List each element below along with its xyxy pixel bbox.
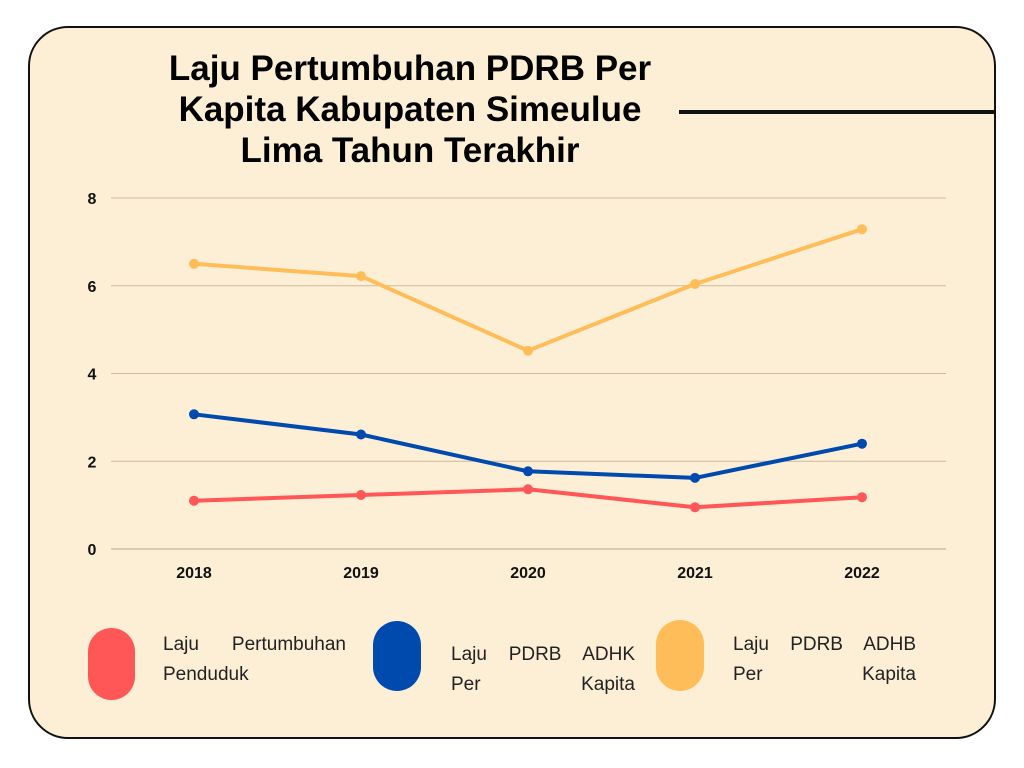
x-tick-label: 2021 bbox=[677, 565, 713, 582]
chart-title-line-2: Kapita Kabupaten Simeulue bbox=[178, 90, 642, 129]
data-point bbox=[690, 502, 700, 513]
y-tick-label: 0 bbox=[88, 542, 97, 559]
chart-card bbox=[28, 26, 996, 739]
data-point bbox=[523, 345, 533, 356]
data-point bbox=[523, 466, 533, 477]
legend-swatch-adhk bbox=[373, 621, 421, 691]
data-point bbox=[189, 258, 199, 269]
chart-title-line-3: Lima Tahun Terakhir bbox=[240, 131, 580, 170]
legend-swatch-penduduk bbox=[88, 628, 135, 700]
data-point bbox=[189, 409, 199, 420]
legend-swatch-adhb bbox=[656, 620, 704, 691]
x-tick-label: 2022 bbox=[844, 565, 880, 582]
series-line-3 bbox=[192, 227, 864, 353]
data-point bbox=[690, 279, 700, 289]
y-tick-label: 6 bbox=[88, 279, 97, 296]
y-tick-label: 4 bbox=[88, 367, 97, 384]
y-tick-label: 2 bbox=[88, 454, 97, 471]
data-point bbox=[356, 271, 366, 282]
data-point bbox=[690, 472, 700, 483]
title-divider-line bbox=[679, 110, 996, 114]
y-tick-label: 8 bbox=[88, 191, 97, 208]
data-point bbox=[857, 438, 867, 449]
chart-title-line-1: Laju Pertumbuhan PDRB Per bbox=[168, 49, 652, 88]
data-point bbox=[356, 429, 366, 440]
data-point bbox=[356, 490, 366, 500]
legend-label-adhk: Laju PDRB ADHK Per Kapita bbox=[451, 644, 635, 695]
data-point bbox=[857, 224, 867, 235]
legend-label-adhb: Laju PDRB ADHB Per Kapita bbox=[733, 634, 916, 685]
x-tick-label: 2018 bbox=[176, 565, 212, 582]
data-point bbox=[189, 495, 199, 506]
data-point bbox=[857, 492, 867, 503]
chart-title: Laju Pertumbuhan PDRB Per Kapita Kabupat… bbox=[130, 48, 690, 171]
x-tick-label: 2020 bbox=[510, 565, 546, 582]
data-point bbox=[523, 484, 533, 495]
legend-label-penduduk: Laju Pertumbuhan Penduduk bbox=[163, 634, 346, 685]
x-tick-label: 2019 bbox=[343, 565, 379, 582]
